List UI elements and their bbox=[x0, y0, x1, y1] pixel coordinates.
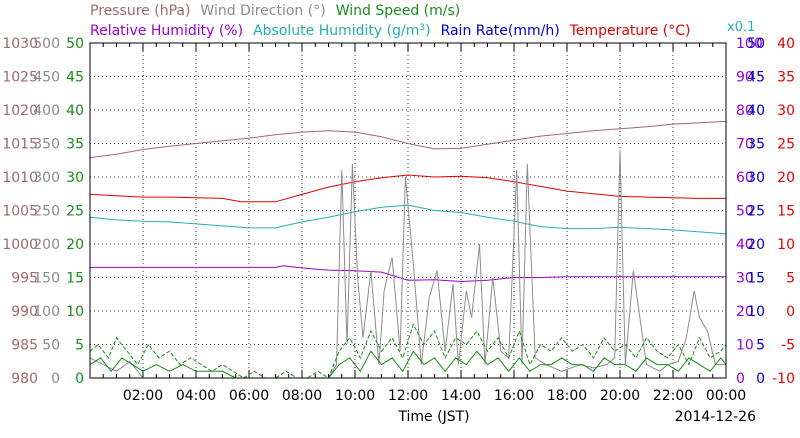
axis-tick-label: 0 bbox=[736, 371, 745, 387]
axis-tick-label: 985 bbox=[11, 338, 38, 354]
axis-tick-label: 350 bbox=[33, 137, 60, 153]
axis-tick-label: 35 bbox=[777, 70, 795, 86]
legend-entry: Temperature (°C) bbox=[569, 23, 691, 39]
axis-tick-label: 1030 bbox=[2, 36, 38, 52]
axis-tick-label: 995 bbox=[11, 271, 38, 287]
x-tick-label: 04:00 bbox=[176, 388, 216, 404]
x-tick-label: 22:00 bbox=[653, 388, 693, 404]
axis-tick-label: 300 bbox=[33, 170, 60, 186]
axis-tick-label: 1005 bbox=[2, 204, 38, 220]
x-tick-label: 10:00 bbox=[335, 388, 375, 404]
axis-tick-label: 990 bbox=[11, 304, 38, 320]
x-tick-label: 00:00 bbox=[706, 388, 746, 404]
axis-tick-label: 30 bbox=[747, 170, 765, 186]
x-tick-label: 20:00 bbox=[600, 388, 640, 404]
axis-tick-label: 10 bbox=[66, 304, 84, 320]
axis-tick-label: 500 bbox=[33, 36, 60, 52]
axis-tick-label: 45 bbox=[66, 70, 84, 86]
legend-entry: Absolute Humidity (g/m3) bbox=[253, 23, 430, 39]
x-tick-label: 14:00 bbox=[441, 388, 481, 404]
date-label: 2014-12-26 bbox=[675, 409, 756, 425]
series-line-0 bbox=[89, 120, 727, 159]
axis-tick-label: 50 bbox=[736, 204, 754, 220]
axis-tick-label: 40 bbox=[736, 237, 754, 253]
axis-tick-label: 0 bbox=[75, 371, 84, 387]
axis-tick-label: 50 bbox=[66, 36, 84, 52]
axis-tick-label: 35 bbox=[747, 137, 765, 153]
axis-tick-label: 60 bbox=[736, 170, 754, 186]
axis-tick-label: 980 bbox=[11, 371, 38, 387]
axis-tick-label: 10 bbox=[747, 304, 765, 320]
x-axis-label: Time (JST) bbox=[397, 409, 469, 425]
axis-tick-label: 450 bbox=[33, 70, 60, 86]
x-tick-label: 18:00 bbox=[547, 388, 587, 404]
axis-tick-label: 50 bbox=[747, 36, 765, 52]
x-tick-label: 06:00 bbox=[229, 388, 269, 404]
axis-tick-label: 15 bbox=[747, 271, 765, 287]
axis-tick-label: 5 bbox=[756, 338, 765, 354]
axis-tick-label: 50 bbox=[42, 338, 60, 354]
x-tick-label: 02:00 bbox=[123, 388, 163, 404]
grid bbox=[90, 43, 726, 378]
x-tick-label: 08:00 bbox=[282, 388, 322, 404]
legend-entry: Wind Speed (m/s) bbox=[336, 3, 461, 19]
axis-tick-label: 150 bbox=[33, 271, 60, 287]
axis-tick-label: 5 bbox=[75, 338, 84, 354]
axis-tick-label: 1015 bbox=[2, 137, 38, 153]
x-tick-label: 16:00 bbox=[494, 388, 534, 404]
legend-header: Pressure (hPa) Wind Direction (°) Wind Spe… bbox=[90, 3, 691, 39]
axis-tick-label: 20 bbox=[66, 237, 84, 253]
axis-tick-label: 20 bbox=[736, 304, 754, 320]
axis-tick-label: 0 bbox=[786, 304, 795, 320]
multiplier-label: x0.1 bbox=[727, 20, 755, 35]
axis-tick-label: 1020 bbox=[2, 103, 38, 119]
axis-tick-label: 400 bbox=[33, 103, 60, 119]
plot-frame bbox=[89, 42, 727, 379]
axis-tick-label: 45 bbox=[747, 70, 765, 86]
axis-tick-label: 40 bbox=[777, 36, 795, 52]
axis-tick-label: -10 bbox=[772, 371, 795, 387]
axis-tick-label: 0 bbox=[756, 371, 765, 387]
axis-tick-label: 25 bbox=[66, 204, 84, 220]
legend-entry: Pressure (hPa) bbox=[90, 3, 190, 19]
axis-tick-label: 25 bbox=[747, 204, 765, 220]
axis-tick-label: 0 bbox=[51, 371, 60, 387]
axis-tick-label: 35 bbox=[66, 137, 84, 153]
axis-tick-label: 100 bbox=[736, 36, 763, 52]
axis-tick-label: 250 bbox=[33, 204, 60, 220]
axis-tick-label: 90 bbox=[736, 70, 754, 86]
axis-tick-label: 15 bbox=[66, 271, 84, 287]
axis-tick-label: 20 bbox=[747, 237, 765, 253]
axis-tick-label: 20 bbox=[777, 170, 795, 186]
axis-tick-label: 25 bbox=[777, 137, 795, 153]
series-line-6 bbox=[89, 350, 727, 379]
axis-labels: 9809859909951000100510101015102010251030… bbox=[2, 20, 795, 404]
legend-entry: Rain Rate(mm/h) bbox=[441, 23, 560, 39]
series-line-1 bbox=[89, 174, 726, 203]
axis-tick-label: 40 bbox=[747, 103, 765, 119]
axis-tick-label: 80 bbox=[736, 103, 754, 119]
axis-tick-label: -5 bbox=[781, 338, 795, 354]
axis-tick-label: 30 bbox=[777, 103, 795, 119]
axis-tick-label: 1025 bbox=[2, 70, 38, 86]
axis-tick-label: 200 bbox=[33, 237, 60, 253]
axis-tick-label: 1010 bbox=[2, 170, 38, 186]
x-tick-label: 12:00 bbox=[388, 388, 428, 404]
axis-tick-label: 5 bbox=[786, 271, 795, 287]
legend-entry: Wind Direction (°) bbox=[200, 3, 325, 19]
legend-entry: Relative Humidity (%) bbox=[90, 23, 243, 39]
axis-tick-label: 40 bbox=[66, 103, 84, 119]
axis-tick-label: 1000 bbox=[2, 237, 38, 253]
axis-tick-label: 15 bbox=[777, 204, 795, 220]
axis-tick-label: 10 bbox=[777, 237, 795, 253]
series-line-5 bbox=[89, 323, 727, 379]
axis-tick-label: 70 bbox=[736, 137, 754, 153]
axis-tick-label: 10 bbox=[736, 338, 754, 354]
axis-tick-label: 30 bbox=[736, 271, 754, 287]
axis-tick-label: 30 bbox=[66, 170, 84, 186]
axis-tick-label: 100 bbox=[33, 304, 60, 320]
